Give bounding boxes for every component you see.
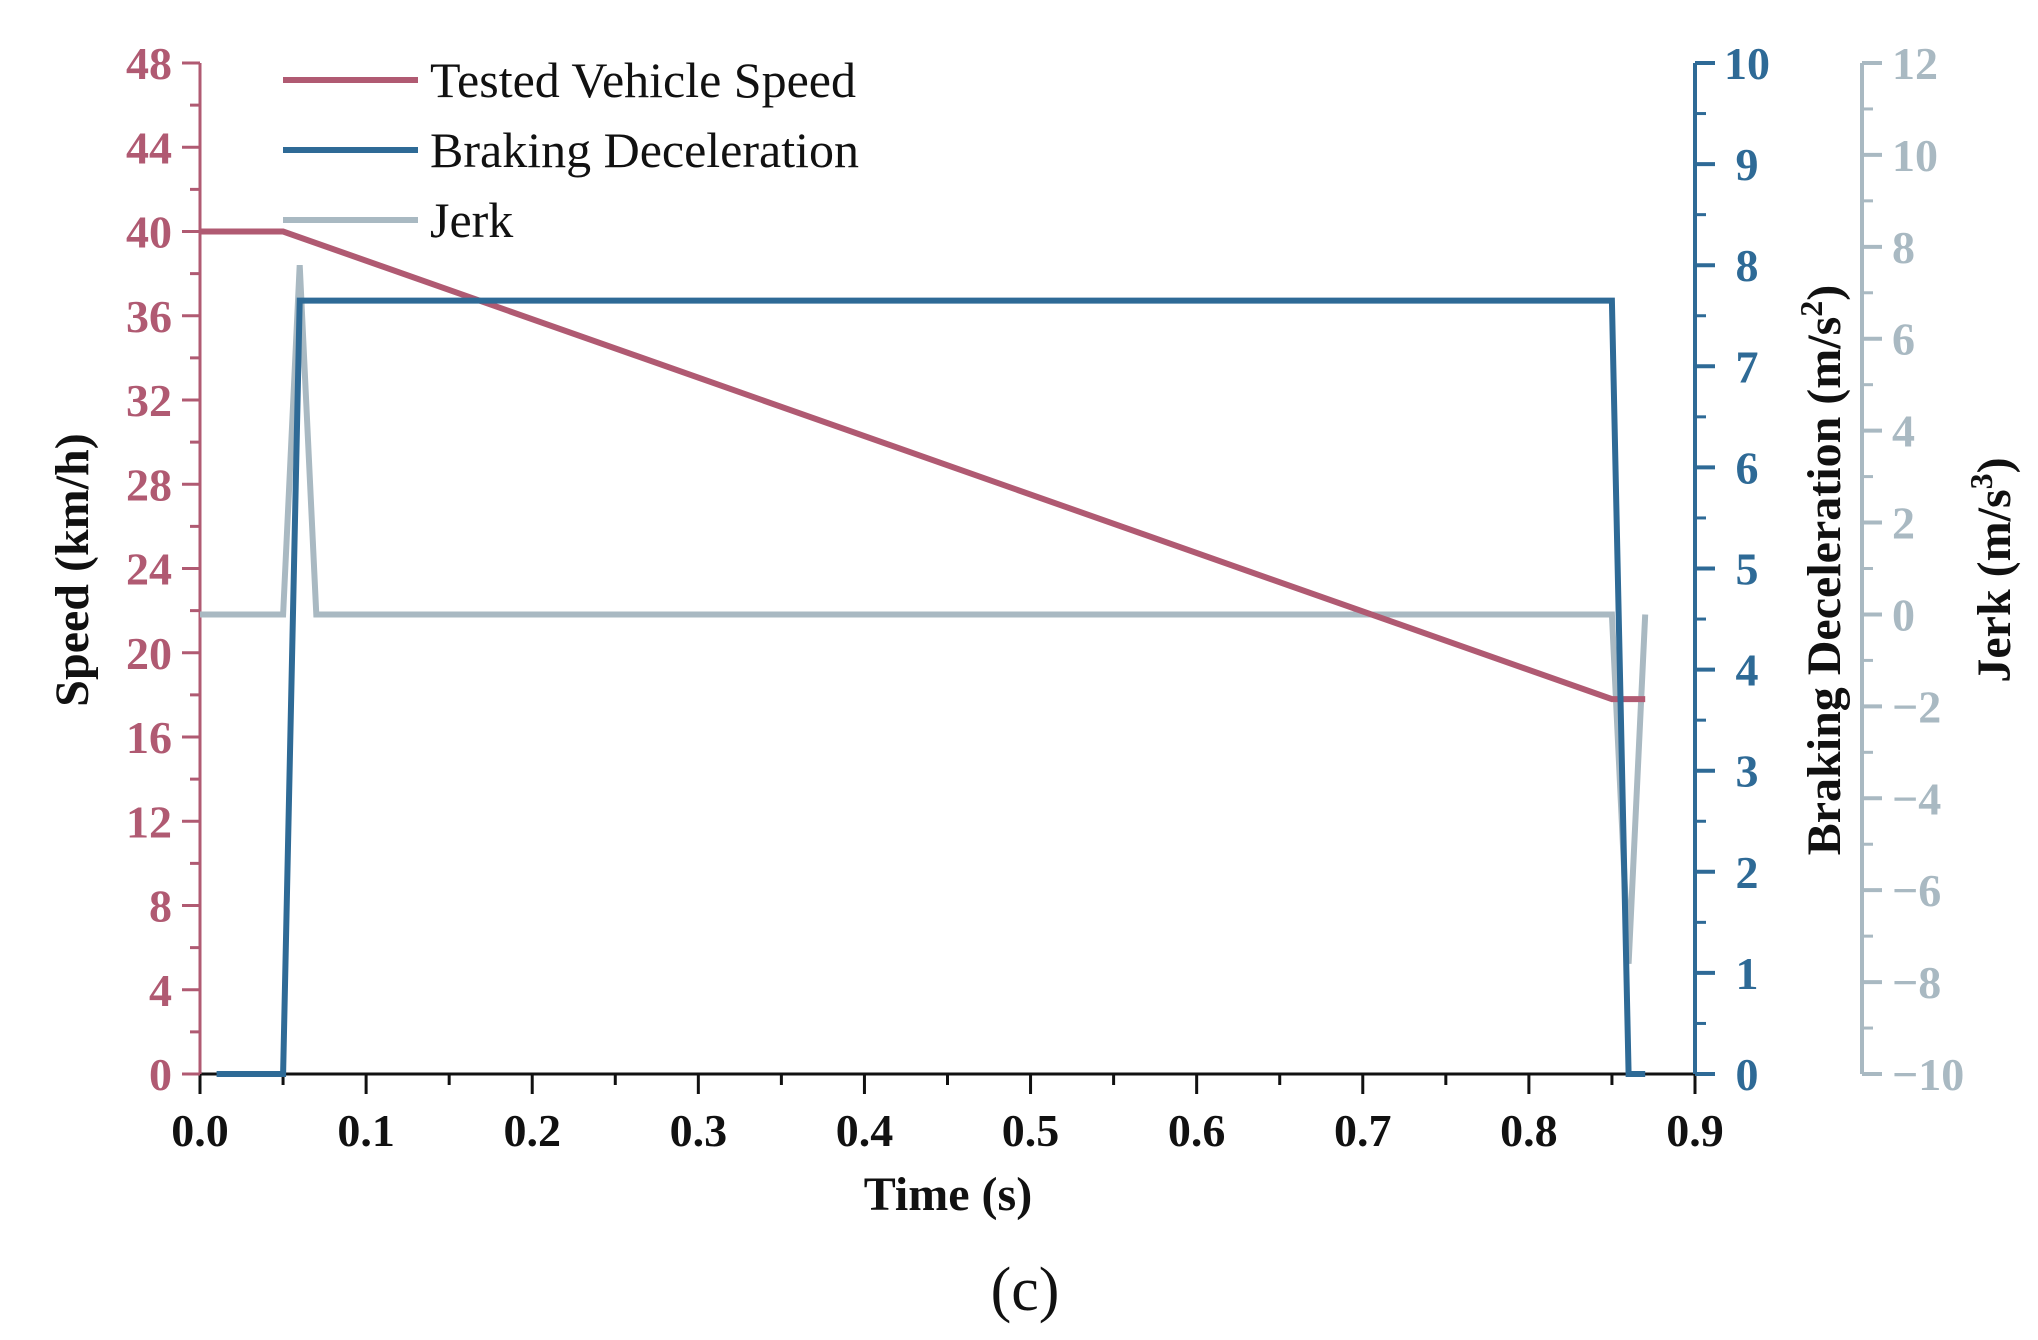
series-line-tested-vehicle-speed xyxy=(200,228,1646,703)
jerk-tick-label: 8 xyxy=(1892,222,1915,273)
x-tick-label: 0.5 xyxy=(1002,1105,1060,1156)
decel-tick-label: 8 xyxy=(1736,240,1759,291)
decel-tick-label: 0 xyxy=(1736,1049,1759,1100)
x-tick-label: 0.7 xyxy=(1334,1105,1392,1156)
decel-tick-label: 7 xyxy=(1736,341,1759,392)
speed-tick-label: 8 xyxy=(149,881,172,932)
jerk-tick-label: 4 xyxy=(1892,406,1915,457)
jerk-tick-label: 10 xyxy=(1892,130,1938,181)
decel-tick-label: 6 xyxy=(1736,442,1759,493)
x-tick-label: 0.6 xyxy=(1168,1105,1226,1156)
jerk-tick-label: −6 xyxy=(1892,865,1941,916)
x-tick-label: 0.2 xyxy=(503,1105,561,1156)
speed-tick-label: 28 xyxy=(126,459,172,510)
x-tick-label: 0.9 xyxy=(1666,1105,1724,1156)
legend-label-jerk: Jerk xyxy=(430,192,513,248)
decel-tick-label: 1 xyxy=(1736,948,1759,999)
speed-tick-label: 40 xyxy=(126,207,172,258)
x-tick-label: 0.8 xyxy=(1500,1105,1558,1156)
x-tick-label: 0.4 xyxy=(836,1105,894,1156)
axes-layer: 0.0 0.1 0.2 0.3 0.4 0.5 0.6 0.7 0.8 0.90481216202… xyxy=(126,38,1964,1156)
figure-caption: (c) xyxy=(991,1256,1060,1324)
speed-tick-label: 48 xyxy=(126,38,172,89)
speed-tick-label: 16 xyxy=(126,712,172,763)
decel-tick-label: 3 xyxy=(1736,746,1759,797)
jerk-axis-title-main: Jerk (m/s xyxy=(1968,489,2021,682)
x-tick-label: 0.0 xyxy=(171,1105,229,1156)
jerk-axis-title: Jerk (m/s3) xyxy=(1963,457,2021,682)
jerk-tick-label: 2 xyxy=(1892,498,1915,549)
legend-label-tested-vehicle-speed: Tested Vehicle Speed xyxy=(430,52,856,108)
legend: Tested Vehicle Speed Braking Deceleration… xyxy=(283,52,859,248)
speed-tick-label: 0 xyxy=(149,1049,172,1100)
jerk-tick-label: 0 xyxy=(1892,589,1915,640)
decel-tick-label: 10 xyxy=(1724,38,1770,89)
speed-tick-label: 20 xyxy=(126,628,172,679)
jerk-tick-label: −8 xyxy=(1892,957,1941,1008)
speed-tick-label: 24 xyxy=(126,544,172,595)
jerk-tick-label: 12 xyxy=(1892,38,1938,89)
series-line-braking-deceleration xyxy=(216,297,1646,1077)
speed-tick-label: 36 xyxy=(126,291,172,342)
decel-axis-title-end: ) xyxy=(1798,285,1851,301)
x-axis-title: Time (s) xyxy=(864,1168,1032,1221)
jerk-tick-label: −2 xyxy=(1892,681,1941,732)
decel-tick-label: 9 xyxy=(1736,139,1759,190)
decel-axis-title-main: Braking Deceleration (m/s xyxy=(1798,317,1851,856)
x-tick-label: 0.3 xyxy=(670,1105,728,1156)
decel-tick-label: 5 xyxy=(1736,544,1759,595)
speed-tick-label: 44 xyxy=(126,122,172,173)
speed-tick-label: 12 xyxy=(126,796,172,847)
speed-tick-label: 32 xyxy=(126,375,172,426)
x-tick-label: 0.1 xyxy=(337,1105,395,1156)
jerk-axis-title-sup: 3 xyxy=(1963,473,1999,489)
jerk-tick-label: −10 xyxy=(1892,1049,1964,1100)
decel-tick-label: 2 xyxy=(1736,847,1759,898)
jerk-tick-label: 6 xyxy=(1892,314,1915,365)
legend-label-braking-deceleration: Braking Deceleration xyxy=(430,122,859,178)
jerk-tick-label: −4 xyxy=(1892,773,1941,824)
series-layer xyxy=(200,228,1649,1077)
speed-axis-title: Speed (km/h) xyxy=(46,433,99,706)
decel-axis-title: Braking Deceleration (m/s2) xyxy=(1793,285,1851,856)
decel-tick-label: 4 xyxy=(1736,645,1759,696)
series-line-jerk xyxy=(200,265,1649,964)
speed-tick-label: 4 xyxy=(149,965,172,1016)
decel-axis-title-sup: 2 xyxy=(1793,301,1829,317)
jerk-axis-title-end: ) xyxy=(1968,457,2021,473)
